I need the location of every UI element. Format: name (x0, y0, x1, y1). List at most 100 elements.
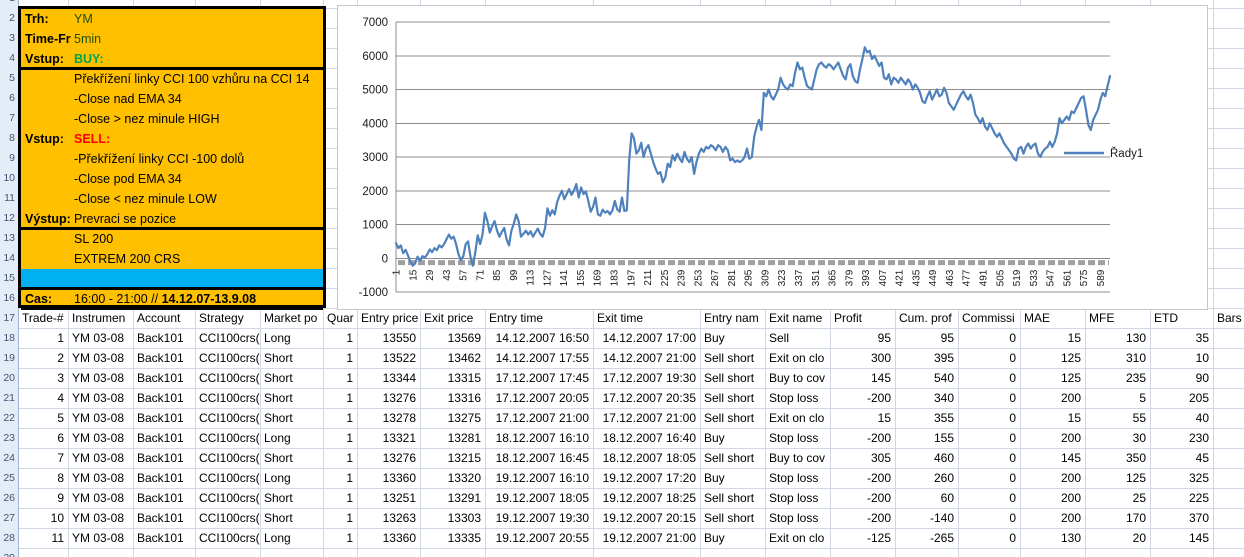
table-cell[interactable]: YM 03-08 (72, 451, 125, 465)
table-cell[interactable]: 13276 (382, 451, 416, 465)
table-cell[interactable]: -200 (866, 511, 891, 525)
table-cell[interactable]: 17.12.2007 20:05 (495, 391, 589, 405)
table-cell[interactable]: 230 (1188, 431, 1209, 445)
table-cell[interactable]: Sell short (704, 411, 755, 425)
strategy-info-box[interactable]: Trh: YM Time-Fr 5min Vstup: BUY: Překřížení li… (18, 6, 326, 310)
table-cell[interactable]: Long (264, 331, 291, 345)
table-cell[interactable]: -200 (866, 491, 891, 505)
table-cell[interactable]: Buy (704, 331, 725, 345)
equity-curve-chart[interactable]: 7000 6000 5000 4000 3000 2000 1000 0 -1000 1 15 29 4… (337, 5, 1208, 310)
column-header[interactable]: Account (137, 311, 181, 325)
row-number[interactable]: 5 (9, 72, 15, 84)
table-cell[interactable]: 13303 (447, 511, 481, 525)
table-cell[interactable]: YM 03-08 (72, 531, 125, 545)
table-cell[interactable]: Sell short (704, 391, 755, 405)
info-box-row[interactable]: Překřížení linky CCI 100 vzhůru na CCI 1… (21, 69, 323, 89)
info-box-row[interactable]: -Close < nez minule LOW (21, 189, 323, 209)
table-cell[interactable] (1213, 388, 1244, 408)
row-number[interactable]: 23 (3, 432, 15, 444)
table-cell[interactable]: Back101 (137, 451, 184, 465)
table-cell[interactable]: YM 03-08 (72, 411, 125, 425)
table-cell[interactable]: YM 03-08 (72, 431, 125, 445)
row-number[interactable]: 29 (0, 548, 15, 557)
table-cell[interactable]: 170 (1125, 511, 1146, 525)
table-cell[interactable] (1213, 428, 1244, 448)
info-box-row[interactable]: EXTREM 200 CRS (21, 249, 323, 269)
table-cell[interactable]: 1 (346, 511, 353, 525)
table-cell[interactable]: 540 (933, 371, 954, 385)
table-cell[interactable]: Short (264, 371, 293, 385)
table-cell[interactable]: Back101 (137, 531, 184, 545)
table-cell[interactable]: 1 (346, 471, 353, 485)
table-cell[interactable]: YM 03-08 (72, 371, 125, 385)
table-cell[interactable]: 0 (1009, 491, 1016, 505)
table-cell[interactable]: YM 03-08 (72, 391, 125, 405)
row-number[interactable]: 28 (3, 532, 15, 544)
table-cell[interactable]: CCI100crs( (199, 331, 260, 345)
table-cell[interactable]: 1 (346, 331, 353, 345)
table-cell[interactable]: 1 (346, 411, 353, 425)
table-cell[interactable]: CCI100crs( (199, 391, 260, 405)
table-cell[interactable]: 1 (346, 531, 353, 545)
table-cell[interactable]: 25 (1132, 491, 1146, 505)
table-cell[interactable]: 340 (933, 391, 954, 405)
table-cell[interactable]: 395 (933, 351, 954, 365)
table-cell[interactable]: Long (264, 471, 291, 485)
table-cell[interactable]: 1 (346, 371, 353, 385)
table-cell[interactable]: 14.12.2007 17:00 (602, 331, 696, 345)
table-cell[interactable]: 1 (346, 391, 353, 405)
table-cell[interactable]: 90 (1195, 371, 1209, 385)
table-cell[interactable]: Buy to cov (769, 451, 826, 465)
table-cell[interactable]: 0 (1009, 331, 1016, 345)
table-cell[interactable]: 4 (57, 391, 64, 405)
table-cell[interactable]: 2 (57, 351, 64, 365)
table-cell[interactable]: Sell short (704, 491, 755, 505)
table-cell[interactable] (1213, 528, 1244, 548)
table-cell[interactable]: Buy (704, 431, 725, 445)
table-cell[interactable]: 200 (1060, 491, 1081, 505)
table-cell[interactable]: Exit on clo (769, 531, 825, 545)
table-cell[interactable]: 13291 (447, 491, 481, 505)
table-cell[interactable]: YM 03-08 (72, 351, 125, 365)
table-cell[interactable]: Buy to cov (769, 371, 826, 385)
table-cell[interactable]: Back101 (137, 491, 184, 505)
table-cell[interactable]: 14.12.2007 17:55 (495, 351, 589, 365)
table-cell[interactable]: Back101 (137, 431, 184, 445)
table-cell[interactable]: Sell short (704, 351, 755, 365)
table-cell[interactable]: 3 (57, 371, 64, 385)
info-box-row[interactable]: -Close pod EMA 34 (21, 169, 323, 189)
table-cell[interactable]: 0 (1009, 371, 1016, 385)
row-number[interactable]: 3 (9, 32, 15, 44)
table-cell[interactable]: 13321 (382, 431, 416, 445)
table-cell[interactable]: 460 (933, 451, 954, 465)
table-cell[interactable]: Short (264, 491, 293, 505)
column-header[interactable]: MFE (1089, 311, 1115, 325)
row-number[interactable]: 21 (3, 392, 15, 404)
table-cell[interactable]: 1 (346, 491, 353, 505)
table-cell[interactable]: 18.12.2007 16:10 (495, 431, 589, 445)
table-cell[interactable]: -125 (866, 531, 891, 545)
table-cell[interactable]: 13569 (447, 331, 481, 345)
table-cell[interactable]: -200 (866, 471, 891, 485)
row-number[interactable]: 18 (3, 332, 15, 344)
table-cell[interactable]: CCI100crs( (199, 431, 260, 445)
table-cell[interactable] (1213, 328, 1244, 348)
row-number[interactable]: 13 (3, 232, 15, 244)
table-cell[interactable]: YM 03-08 (72, 491, 125, 505)
info-box-row[interactable]: -Close > nez minule HIGH (21, 109, 323, 129)
table-cell[interactable]: -200 (866, 391, 891, 405)
table-cell[interactable]: 60 (940, 491, 954, 505)
table-cell[interactable] (1213, 508, 1244, 528)
column-header[interactable]: MAE (1024, 311, 1051, 325)
table-cell[interactable]: 370 (1188, 511, 1209, 525)
table-cell[interactable]: 14.12.2007 21:00 (602, 351, 696, 365)
table-cell[interactable]: 15 (877, 411, 891, 425)
table-cell[interactable]: 13360 (382, 471, 416, 485)
table-cell[interactable]: Short (264, 351, 293, 365)
row-number[interactable]: 15 (3, 272, 15, 284)
table-cell[interactable]: Sell (769, 331, 790, 345)
table-cell[interactable]: CCI100crs( (199, 351, 260, 365)
table-cell[interactable]: CCI100crs( (199, 411, 260, 425)
table-cell[interactable]: 130 (1125, 331, 1146, 345)
info-box-row[interactable]: Trh: YM (21, 9, 323, 29)
